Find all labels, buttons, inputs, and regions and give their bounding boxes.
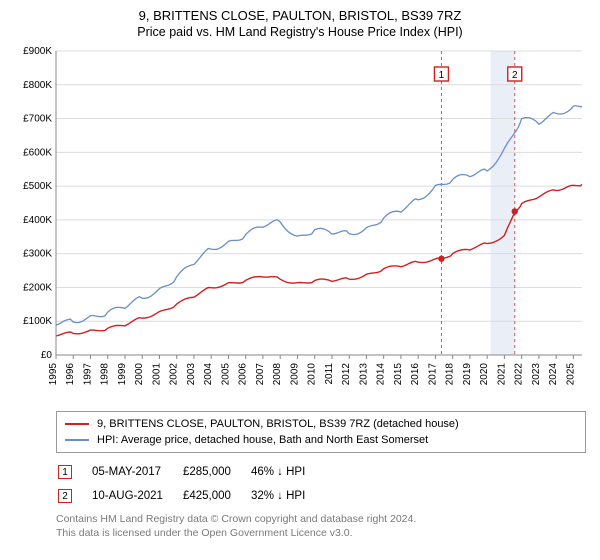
footnote-line: This data is licensed under the Open Gov… <box>56 527 586 541</box>
marker-badge: 2 <box>58 489 72 503</box>
svg-text:2016: 2016 <box>410 363 421 386</box>
svg-text:2006: 2006 <box>238 363 249 386</box>
svg-text:2011: 2011 <box>324 363 335 385</box>
marker-suffix: HPI <box>286 490 305 502</box>
marker-badge: 1 <box>58 465 72 479</box>
svg-text:£100K: £100K <box>23 316 52 327</box>
marker-pct: 46% <box>251 466 274 478</box>
svg-text:£500K: £500K <box>23 181 52 192</box>
svg-text:2017: 2017 <box>427 363 438 386</box>
svg-text:2023: 2023 <box>531 363 542 386</box>
svg-text:£400K: £400K <box>23 215 52 226</box>
svg-text:1996: 1996 <box>65 363 76 386</box>
marker-date: 05-MAY-2017 <box>92 461 181 483</box>
marker-price: £285,000 <box>183 461 249 483</box>
legend-swatch <box>65 439 89 441</box>
legend: 9, BRITTENS CLOSE, PAULTON, BRISTOL, BS3… <box>56 411 586 453</box>
svg-text:1999: 1999 <box>117 363 128 386</box>
svg-text:2020: 2020 <box>479 363 490 386</box>
marker-price: £425,000 <box>183 485 249 507</box>
svg-text:£300K: £300K <box>23 249 52 260</box>
svg-text:2004: 2004 <box>203 363 214 386</box>
svg-text:2009: 2009 <box>289 363 300 386</box>
svg-text:2007: 2007 <box>255 363 266 386</box>
svg-text:2015: 2015 <box>393 363 404 386</box>
page-subtitle: Price paid vs. HM Land Registry's House … <box>14 25 586 39</box>
marker-date: 10-AUG-2021 <box>92 485 181 507</box>
svg-text:£0: £0 <box>41 350 53 361</box>
footnote: Contains HM Land Registry data © Crown c… <box>56 513 586 540</box>
svg-text:1: 1 <box>439 70 445 81</box>
svg-text:2021: 2021 <box>496 363 507 386</box>
svg-text:2018: 2018 <box>445 363 456 386</box>
svg-text:1998: 1998 <box>100 363 111 386</box>
svg-text:£200K: £200K <box>23 282 52 293</box>
price-chart: £0 £100K £200K £300K £400K £500K £600K £700K £80… <box>14 45 586 405</box>
svg-text:2001: 2001 <box>151 363 162 386</box>
svg-text:2002: 2002 <box>169 363 180 386</box>
svg-text:£700K: £700K <box>23 114 52 125</box>
svg-text:£900K: £900K <box>23 46 52 57</box>
svg-text:2025: 2025 <box>565 363 576 386</box>
footnote-line: Contains HM Land Registry data © Crown c… <box>56 513 586 527</box>
page-title: 9, BRITTENS CLOSE, PAULTON, BRISTOL, BS3… <box>14 8 586 23</box>
legend-item: 9, BRITTENS CLOSE, PAULTON, BRISTOL, BS3… <box>65 416 577 432</box>
legend-item: HPI: Average price, detached house, Bath… <box>65 432 577 448</box>
markers-table: 1 05-MAY-2017 £285,000 46% ↓ HPI 2 10-AU… <box>56 459 325 509</box>
marker-pct: 32% <box>251 490 274 502</box>
svg-text:2000: 2000 <box>134 363 145 386</box>
svg-text:1995: 1995 <box>48 363 59 386</box>
legend-label: 9, BRITTENS CLOSE, PAULTON, BRISTOL, BS3… <box>97 418 459 430</box>
legend-label: HPI: Average price, detached house, Bath… <box>97 434 428 446</box>
svg-text:2010: 2010 <box>307 363 318 386</box>
marker-suffix: HPI <box>286 466 305 478</box>
svg-text:1997: 1997 <box>82 363 93 386</box>
table-row: 1 05-MAY-2017 £285,000 46% ↓ HPI <box>58 461 323 483</box>
svg-text:£800K: £800K <box>23 80 52 91</box>
svg-text:2005: 2005 <box>220 363 231 386</box>
svg-text:2013: 2013 <box>358 363 369 386</box>
svg-text:2012: 2012 <box>341 363 352 386</box>
svg-text:2022: 2022 <box>514 363 525 386</box>
down-arrow-icon: ↓ <box>277 466 283 478</box>
down-arrow-icon: ↓ <box>277 490 283 502</box>
legend-swatch <box>65 423 89 425</box>
svg-text:2019: 2019 <box>462 363 473 386</box>
svg-text:2024: 2024 <box>548 363 559 386</box>
svg-text:£600K: £600K <box>23 147 52 158</box>
svg-text:2008: 2008 <box>272 363 283 386</box>
table-row: 2 10-AUG-2021 £425,000 32% ↓ HPI <box>58 485 323 507</box>
svg-text:2003: 2003 <box>186 363 197 386</box>
svg-text:2014: 2014 <box>376 363 387 386</box>
svg-text:2: 2 <box>512 70 518 81</box>
